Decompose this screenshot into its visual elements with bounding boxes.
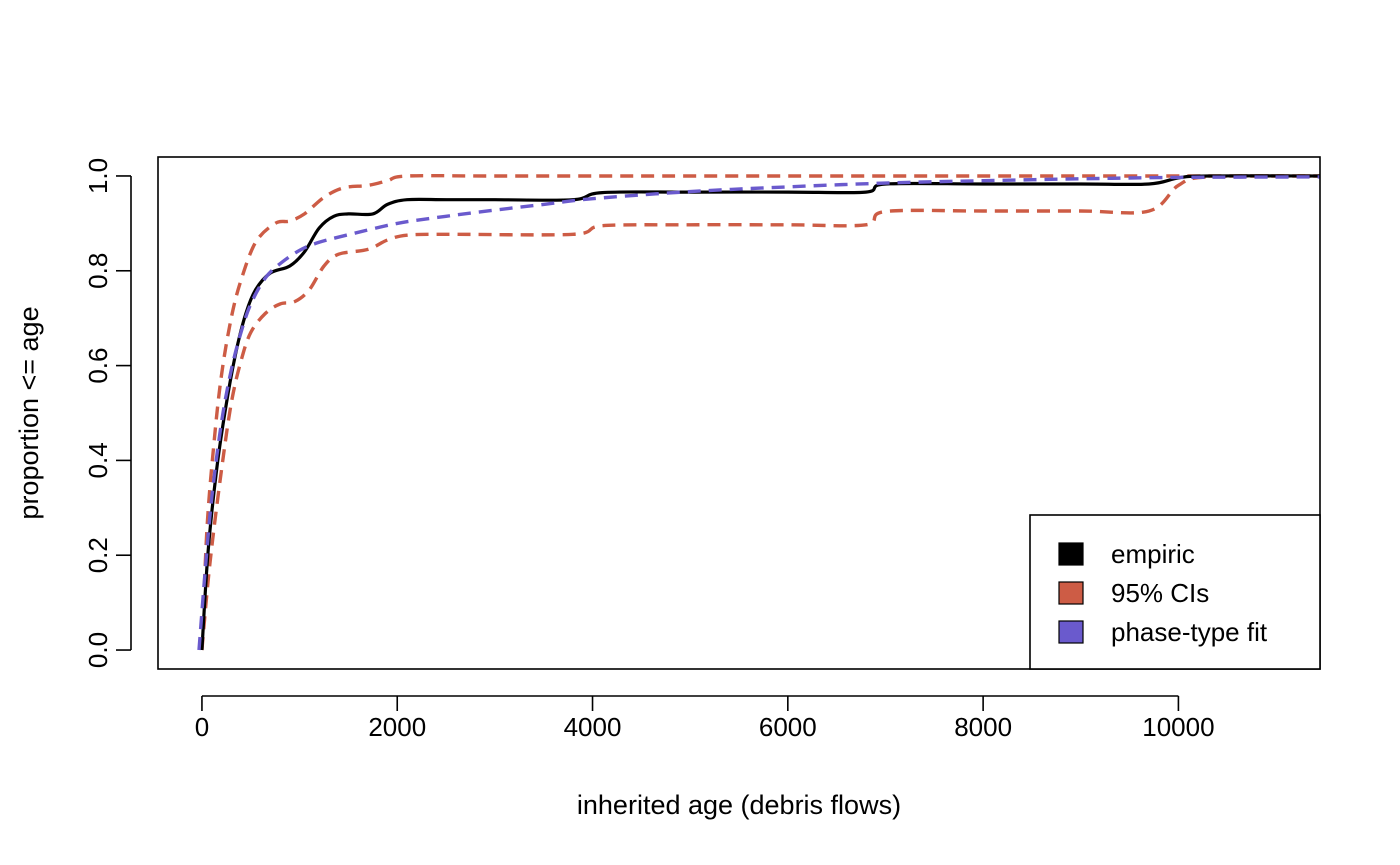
- y-tick-label: 0.6: [83, 348, 113, 384]
- x-axis-title: inherited age (debris flows): [577, 790, 901, 820]
- series-line-95-cis-1: [200, 173, 1320, 651]
- legend-label: 95% CIs: [1111, 578, 1209, 608]
- series-line-95-cis-2: [200, 174, 1320, 651]
- plot-layer: [197, 173, 1320, 651]
- legend-label: phase-type fit: [1111, 617, 1268, 647]
- legend-swatch: [1058, 581, 1084, 605]
- y-axis: 0.0 0.2 0.4 0.6 0.8 1.0: [83, 158, 132, 668]
- x-tick-label: 4000: [564, 712, 622, 742]
- x-tick-label: 6000: [759, 712, 817, 742]
- legend: empiric 95% CIs phase-type fit: [1029, 514, 1321, 670]
- y-axis-title: proportion <= age: [14, 306, 44, 519]
- y-tick-label: 0.2: [83, 537, 113, 573]
- y-tick-label: 0.4: [83, 442, 113, 478]
- plot-frame: [157, 156, 1321, 670]
- series-line-phase-type-fit-3: [197, 175, 1320, 651]
- legend-label: empiric: [1111, 539, 1195, 569]
- y-tick-label: 0.8: [83, 253, 113, 289]
- x-tick-label: 2000: [368, 712, 426, 742]
- x-axis: 0 2000 4000 6000 8000 10000: [195, 695, 1215, 742]
- legend-swatch: [1058, 620, 1084, 644]
- y-tick-label: 1.0: [83, 158, 113, 194]
- x-tick-label: 0: [195, 712, 209, 742]
- y-tick-label: 0.0: [83, 632, 113, 668]
- series-line-empiric-0: [200, 174, 1320, 651]
- x-tick-label: 8000: [954, 712, 1012, 742]
- x-tick-label: 10000: [1142, 712, 1214, 742]
- legend-swatch: [1058, 542, 1084, 566]
